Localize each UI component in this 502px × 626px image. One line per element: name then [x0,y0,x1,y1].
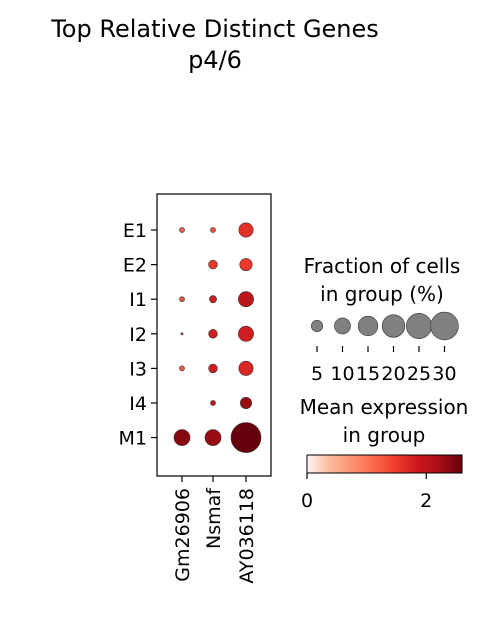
colorbar-label-2: 2 [420,490,432,512]
y-tick-label-i1: I1 [129,289,147,311]
x-tick-label-nsmaf: Nsmaf [203,487,225,549]
y-tick-label-i4: I4 [129,393,147,415]
dot-i3-ay036118 [238,360,254,376]
dot-i3-nsmaf [208,363,218,374]
chart-title: Top Relative Distinct Genes [50,15,379,43]
dot-i4-ay036118 [240,397,252,409]
colorbar-label-0: 0 [301,490,313,512]
dot-e1-ay036118 [238,222,254,238]
size-legend-label-25: 25 [407,363,431,385]
dot-m1-ay036118 [230,422,262,453]
size-legend-title: Fraction of cells [304,254,461,278]
dot-e2-nsmaf [208,259,218,270]
dot-grid [173,222,262,453]
size-legend-label-5: 5 [311,363,323,385]
color-legend-subtitle: in group [343,423,426,447]
dot-i1-nsmaf [209,295,217,304]
size-legend-dot-5 [311,320,323,332]
dot-i1-gm26906 [179,296,185,303]
y-tick-label-e1: E1 [123,220,147,242]
y-tick-label-i2: I2 [129,324,147,346]
dot-i1-ay036118 [238,291,254,308]
y-tick-label-e2: E2 [123,255,147,277]
dot-m1-gm26906 [173,429,191,446]
size-legend-label-10: 10 [330,363,354,385]
size-legend-dot-25 [406,313,432,339]
dot-i3-gm26906 [179,365,185,372]
dot-e2-ay036118 [239,258,253,272]
x-tick-label-gm26906: Gm26906 [172,488,194,582]
size-legend-label-15: 15 [356,363,380,385]
size-legend-subtitle: in group (%) [320,282,444,306]
size-legend-dot-15 [357,315,379,337]
size-legend-dot-10 [334,317,351,335]
dot-i2-ay036118 [238,325,254,342]
dot-m1-nsmaf [204,429,222,446]
size-legend-label-20: 20 [381,363,405,385]
y-tick-label-i3: I3 [129,358,147,380]
x-tick-label-ay036118: AY036118 [236,488,258,584]
dot-i4-nsmaf [210,400,216,406]
size-legend: 5 10 15 20 25 30 [311,311,459,385]
dot-i2-nsmaf [208,329,218,339]
colorbar [306,454,463,474]
plot-frame [156,193,272,477]
dot-e1-gm26906 [179,227,185,233]
size-legend-dot-30 [430,311,459,341]
size-legend-dot-20 [381,314,406,338]
dot-i2-gm26906 [180,332,184,336]
y-tick-label-m1: M1 [119,428,147,450]
chart-subtitle: p4/6 [188,46,242,74]
dot-e1-nsmaf [210,227,216,233]
color-legend-title: Mean expression [300,395,469,419]
size-legend-label-30: 30 [432,363,456,385]
x-axis: Gm26906 Nsmaf AY036118 [172,476,258,584]
y-axis: E1 E2 I1 I2 I3 I4 M1 [119,220,157,450]
